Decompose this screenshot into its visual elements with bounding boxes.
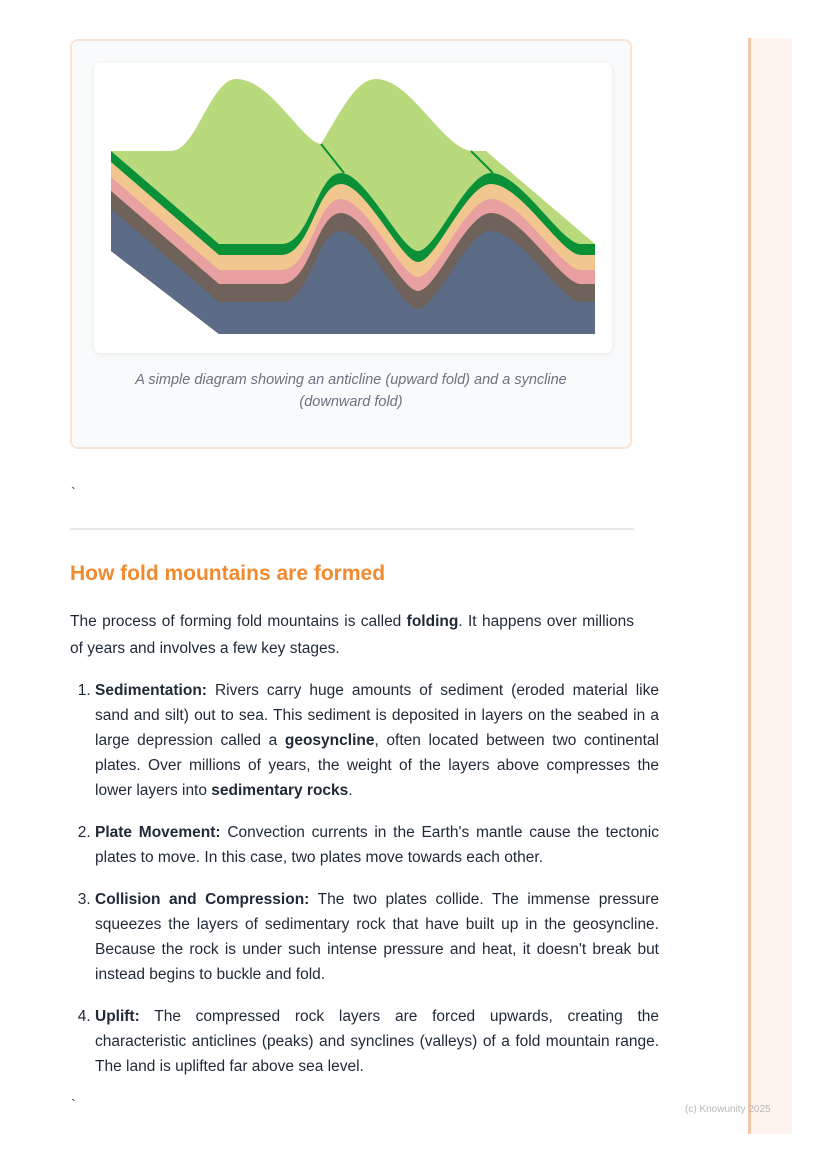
figure-caption: A simple diagram showing an anticline (u… xyxy=(135,372,567,410)
figure-card: A simple diagram showing an anticline (u… xyxy=(70,39,632,449)
fold-diagram xyxy=(94,63,612,353)
list-item: Uplift: The compressed rock layers are f… xyxy=(95,1004,659,1079)
stray-backtick: ` xyxy=(71,1096,76,1112)
section-divider xyxy=(70,528,634,530)
base-layer-front xyxy=(219,231,595,334)
copyright-footer: (c) Knowunity 2025 xyxy=(685,1104,771,1115)
stray-backtick: ` xyxy=(71,484,76,500)
fold-edge-line xyxy=(320,143,494,174)
list-item: Collision and Compression: The two plate… xyxy=(95,887,659,987)
list-item: Plate Movement: Convection currents in t… xyxy=(95,820,659,870)
sidebar-border xyxy=(748,38,751,1134)
land-surface xyxy=(111,79,595,251)
sidebar-panel xyxy=(748,38,792,1134)
base-layer-side xyxy=(111,209,219,334)
fold-diagram-svg xyxy=(111,79,595,334)
list-item: Sedimentation: Rivers carry huge amounts… xyxy=(95,678,659,803)
stages-list: Sedimentation: Rivers carry huge amounts… xyxy=(70,678,659,1096)
intro-paragraph: The process of forming fold mountains is… xyxy=(70,613,634,657)
section-title: How fold mountains are formed xyxy=(70,562,386,585)
